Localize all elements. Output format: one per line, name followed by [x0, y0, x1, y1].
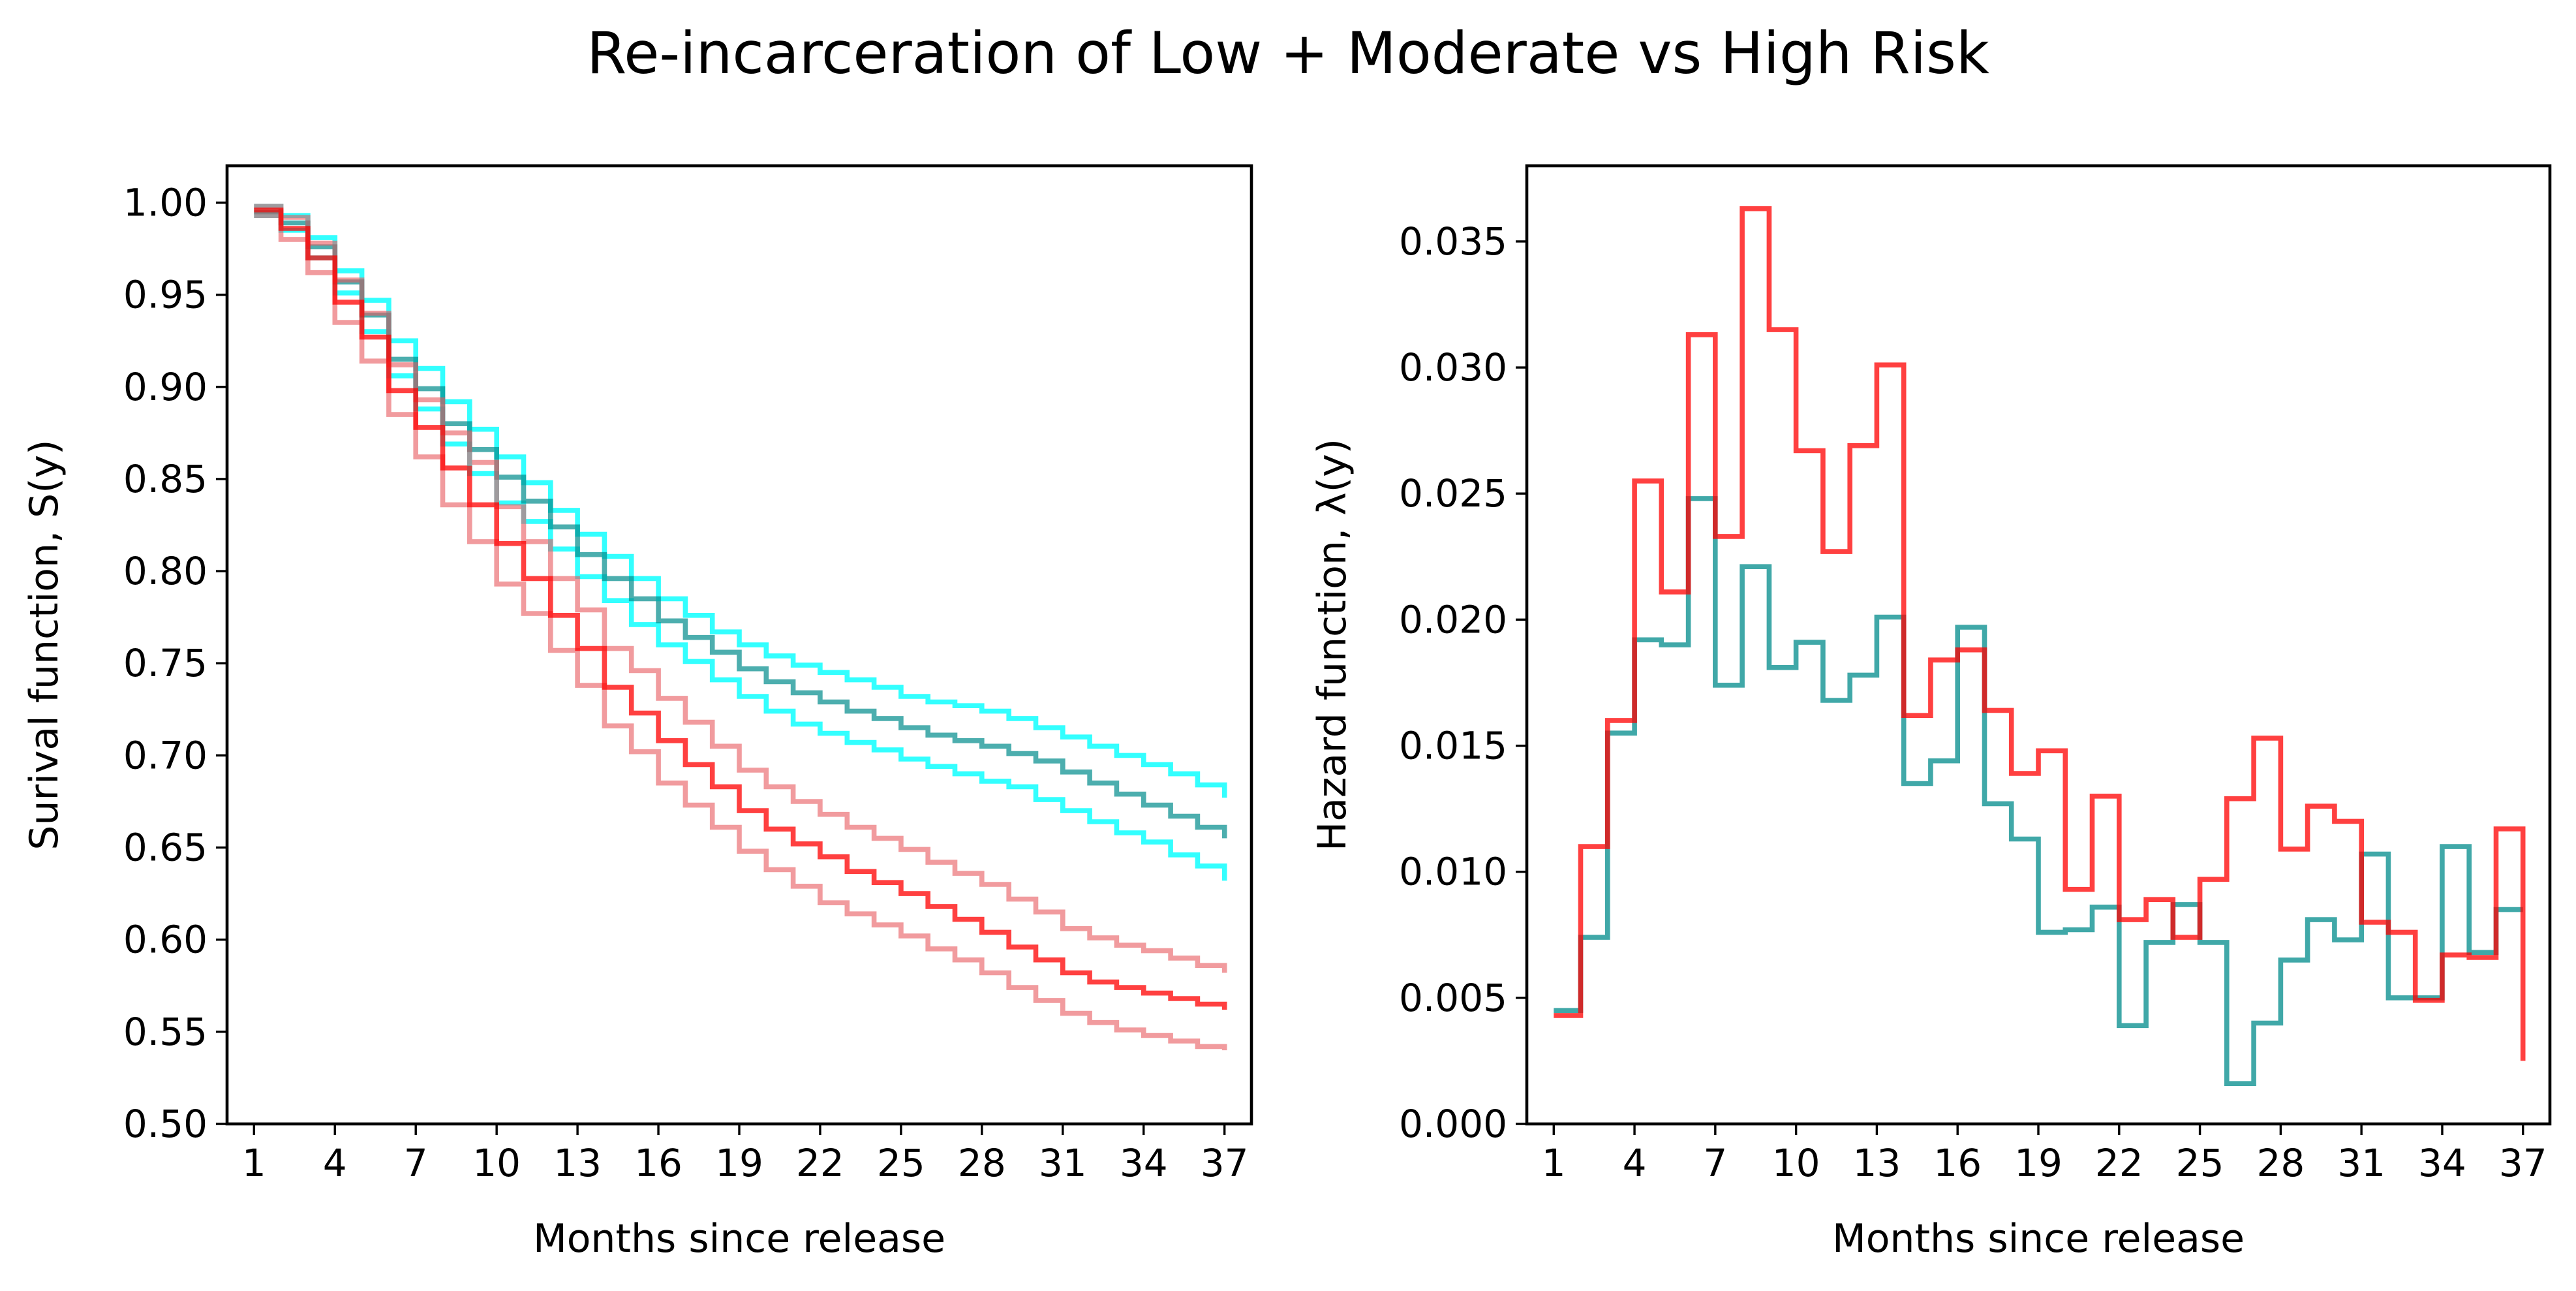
x-axis-label: Months since release [1832, 1216, 2245, 1262]
y-tick-label: 0.90 [123, 365, 207, 409]
x-tick-label: 1 [1542, 1141, 1566, 1185]
series-line-5 [254, 208, 1227, 1010]
x-tick-label: 7 [404, 1141, 428, 1185]
y-tick-label: 0.025 [1399, 471, 1507, 516]
y-tick-label: 1.00 [123, 180, 207, 225]
hazard-panel: 1 4 7 10 13 16 19 22 25 28 31 34 37 0.000 0.005 0.010 0.… [1310, 164, 2552, 1262]
series-line-0 [1554, 496, 2523, 1086]
x-tick-label: 7 [1703, 1141, 1727, 1185]
x-axis-label: Months since release [533, 1216, 945, 1262]
series-line-3 [254, 204, 1227, 973]
x-tick-label: 19 [2014, 1141, 2062, 1185]
survival-panel: 1 4 7 10 13 16 19 22 25 28 31 34 37 0.50 0.55 0.60 0.65 0… [22, 164, 1253, 1262]
y-tick-label: 0.65 [123, 826, 207, 870]
x-tick-label: 25 [2176, 1141, 2224, 1185]
y-tick-label: 0.020 [1399, 597, 1507, 642]
series-line-1 [1554, 206, 2526, 1061]
y-tick-label: 0.70 [123, 733, 207, 777]
series-line-4 [254, 213, 1227, 1051]
x-tick-label: 13 [1853, 1141, 1901, 1185]
x-tick-label: 4 [1623, 1141, 1647, 1185]
y-tick-label: 0.75 [123, 641, 207, 685]
x-tick-label: 28 [958, 1141, 1006, 1185]
y-axis-label: Surival function, S(y) [22, 439, 67, 850]
y-tick-label: 0.50 [123, 1102, 207, 1146]
x-tick-label: 37 [1201, 1141, 1249, 1185]
y-tick-label: 0.95 [123, 273, 207, 317]
x-tick-label: 25 [877, 1141, 925, 1185]
y-tick-label: 0.60 [123, 918, 207, 962]
x-tick-label: 13 [553, 1141, 602, 1185]
x-tick-label: 34 [2418, 1141, 2466, 1185]
x-tick-label: 16 [1933, 1141, 1982, 1185]
y-tick-label: 0.55 [123, 1010, 207, 1054]
y-tick-label: 0.015 [1399, 724, 1507, 768]
x-tick-label: 37 [2499, 1141, 2547, 1185]
x-tick-label: 34 [1120, 1141, 1168, 1185]
x-tick-label: 22 [2095, 1141, 2143, 1185]
x-tick-label: 28 [2256, 1141, 2305, 1185]
x-tick-label: 1 [242, 1141, 266, 1185]
x-tick-label: 22 [796, 1141, 844, 1185]
series-line-0 [254, 204, 1227, 798]
y-tick-label: 0.000 [1399, 1102, 1507, 1146]
y-tick-label: 0.010 [1399, 850, 1507, 894]
x-tick-label: 16 [634, 1141, 682, 1185]
x-tick-label: 4 [323, 1141, 347, 1185]
chart-title: Re-incarceration of Low + Moderate vs Hi… [587, 20, 1989, 87]
x-tick-label: 10 [1772, 1141, 1820, 1185]
x-tick-label: 31 [2337, 1141, 2385, 1185]
series-line-1 [254, 213, 1227, 881]
y-tick-label: 0.80 [123, 549, 207, 593]
y-tick-label: 0.85 [123, 457, 207, 501]
x-tick-label: 19 [715, 1141, 763, 1185]
x-tick-label: 31 [1039, 1141, 1087, 1185]
y-tick-label: 0.035 [1399, 219, 1507, 264]
y-axis-label: Hazard function, λ(y) [1310, 439, 1355, 851]
x-tick-label: 10 [472, 1141, 521, 1185]
y-tick-label: 0.005 [1399, 976, 1507, 1020]
y-tick-label: 0.030 [1399, 345, 1507, 390]
